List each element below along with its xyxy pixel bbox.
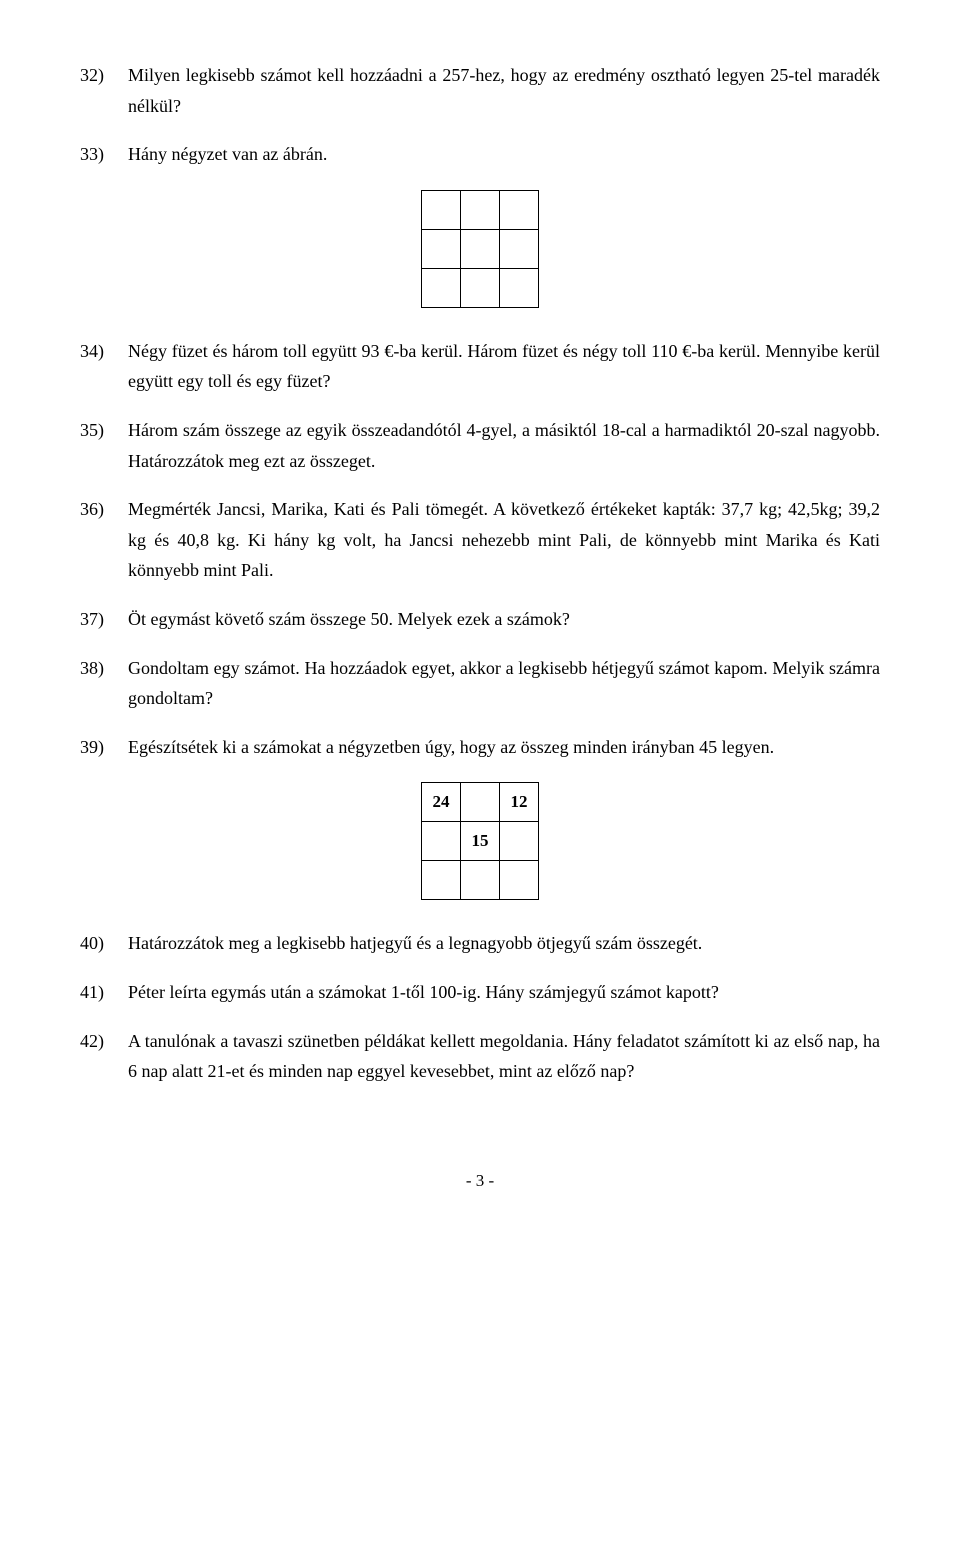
problem-number: 36) — [80, 494, 128, 586]
problem-number: 38) — [80, 653, 128, 714]
problem-text: A tanulónak a tavaszi szünetben példákat… — [128, 1026, 880, 1087]
problem-number: 40) — [80, 928, 128, 959]
figure-grid-empty — [80, 190, 880, 308]
problem-41: 41) Péter leírta egymás után a számokat … — [80, 977, 880, 1008]
grid-cell — [461, 783, 500, 822]
problem-33: 33) Hány négyzet van az ábrán. — [80, 139, 880, 170]
grid-cell — [422, 268, 461, 307]
problem-text: Egészítsétek ki a számokat a négyzetben … — [128, 732, 880, 763]
problem-39: 39) Egészítsétek ki a számokat a négyzet… — [80, 732, 880, 763]
problem-number: 37) — [80, 604, 128, 635]
problem-number: 39) — [80, 732, 128, 763]
problem-number: 42) — [80, 1026, 128, 1087]
page-number: - 3 - — [80, 1167, 880, 1196]
problem-text: Gondoltam egy számot. Ha hozzáadok egyet… — [128, 653, 880, 714]
problem-32: 32) Milyen legkisebb számot kell hozzáad… — [80, 60, 880, 121]
grid-cell: 15 — [461, 822, 500, 861]
problem-text: Négy füzet és három toll együtt 93 €-ba … — [128, 336, 880, 397]
grid-cell — [422, 229, 461, 268]
grid-cell: 24 — [422, 783, 461, 822]
problem-37: 37) Öt egymást követő szám összege 50. M… — [80, 604, 880, 635]
problem-number: 32) — [80, 60, 128, 121]
problem-40: 40) Határozzátok meg a legkisebb hatjegy… — [80, 928, 880, 959]
problem-42: 42) A tanulónak a tavaszi szünetben péld… — [80, 1026, 880, 1087]
problem-36: 36) Megmérték Jancsi, Marika, Kati és Pa… — [80, 494, 880, 586]
problem-text: Öt egymást követő szám összege 50. Melye… — [128, 604, 880, 635]
figure-grid-magic-square: 24 12 15 — [80, 782, 880, 900]
grid-cell — [500, 190, 539, 229]
problem-text: Megmérték Jancsi, Marika, Kati és Pali t… — [128, 494, 880, 586]
grid-cell — [461, 190, 500, 229]
problem-text: Hány négyzet van az ábrán. — [128, 139, 880, 170]
grid-cell — [500, 229, 539, 268]
problem-34: 34) Négy füzet és három toll együtt 93 €… — [80, 336, 880, 397]
problem-text: Három szám összege az egyik összeadandót… — [128, 415, 880, 476]
grid-cell — [500, 861, 539, 900]
problem-number: 33) — [80, 139, 128, 170]
grid-cell — [422, 861, 461, 900]
problem-number: 41) — [80, 977, 128, 1008]
problem-number: 35) — [80, 415, 128, 476]
grid-cell — [422, 822, 461, 861]
problem-number: 34) — [80, 336, 128, 397]
problem-35: 35) Három szám összege az egyik összeada… — [80, 415, 880, 476]
grid-cell — [500, 822, 539, 861]
problem-text: Milyen legkisebb számot kell hozzáadni a… — [128, 60, 880, 121]
problem-text: Határozzátok meg a legkisebb hatjegyű és… — [128, 928, 880, 959]
problem-38: 38) Gondoltam egy számot. Ha hozzáadok e… — [80, 653, 880, 714]
grid-cell — [461, 268, 500, 307]
grid-cell — [461, 861, 500, 900]
grid-cell — [461, 229, 500, 268]
grid-table — [421, 190, 539, 308]
grid-cell — [500, 268, 539, 307]
grid-cell — [422, 190, 461, 229]
grid-cell: 12 — [500, 783, 539, 822]
problem-text: Péter leírta egymás után a számokat 1-tő… — [128, 977, 880, 1008]
grid-table: 24 12 15 — [421, 782, 539, 900]
